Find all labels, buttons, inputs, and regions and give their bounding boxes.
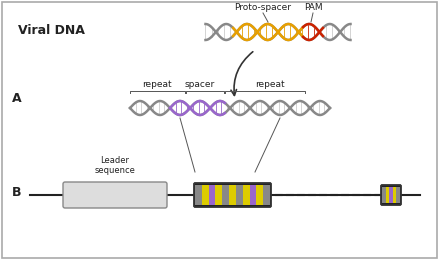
Text: Viral DNA: Viral DNA <box>18 23 85 36</box>
Text: spacer: spacer <box>184 80 215 89</box>
Text: PAM: PAM <box>303 3 321 12</box>
FancyBboxPatch shape <box>63 182 166 208</box>
Bar <box>235 185 242 205</box>
Bar <box>392 187 396 203</box>
Bar <box>389 187 392 203</box>
Bar <box>256 185 263 205</box>
FancyBboxPatch shape <box>194 183 270 207</box>
Bar <box>194 185 201 205</box>
Bar <box>201 185 208 205</box>
Text: B: B <box>12 185 21 198</box>
Bar <box>385 187 389 203</box>
Text: A: A <box>12 92 21 105</box>
Text: Leader
sequence: Leader sequence <box>94 155 135 175</box>
FancyBboxPatch shape <box>380 185 400 205</box>
FancyBboxPatch shape <box>2 2 436 258</box>
Bar <box>222 185 229 205</box>
Bar <box>215 185 222 205</box>
Bar <box>263 185 269 205</box>
Text: repeat: repeat <box>254 80 284 89</box>
Text: Proto-spacer: Proto-spacer <box>234 3 291 12</box>
Bar <box>242 185 249 205</box>
Bar <box>208 185 215 205</box>
Bar <box>229 185 235 205</box>
Text: repeat: repeat <box>142 80 171 89</box>
Bar <box>396 187 399 203</box>
Bar <box>249 185 256 205</box>
Bar <box>381 187 385 203</box>
